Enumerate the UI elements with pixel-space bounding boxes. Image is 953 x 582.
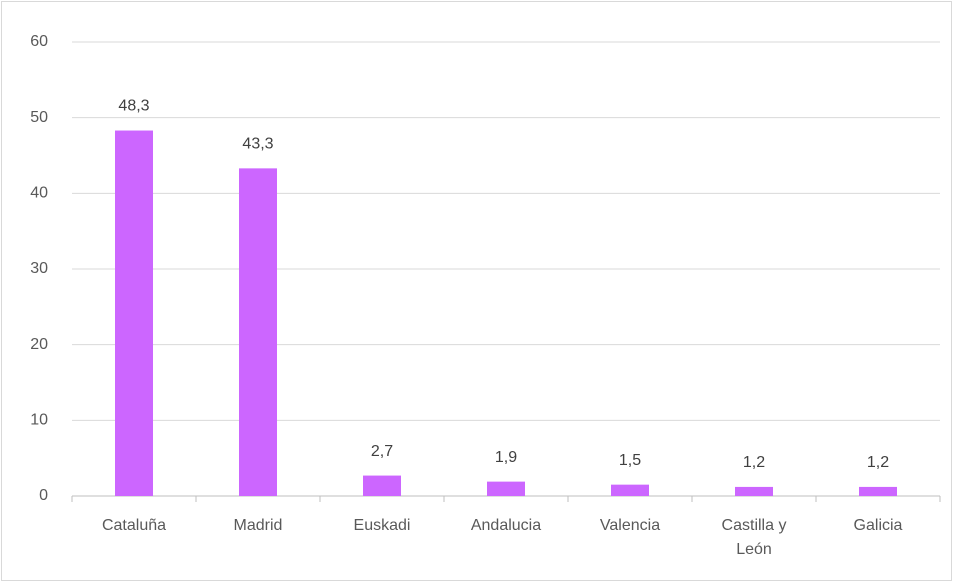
x-tick-label: Cataluña: [101, 517, 167, 534]
data-label: 1,9: [495, 449, 517, 466]
y-tick-label: 40: [30, 185, 48, 202]
data-label: 1,5: [619, 452, 641, 469]
y-tick-label: 10: [30, 412, 48, 429]
data-label: 2,7: [371, 443, 393, 460]
bar: [859, 486, 897, 496]
data-label: 43,3: [242, 136, 273, 153]
bar: [487, 481, 525, 496]
y-tick-label: 20: [30, 336, 48, 353]
x-tick-label: Madrid: [233, 517, 283, 534]
bar: [115, 130, 153, 496]
y-tick-label: 60: [30, 33, 48, 50]
bar: [735, 486, 773, 496]
y-tick-label: 0: [39, 487, 48, 504]
bar: [611, 484, 649, 496]
bar: [363, 475, 401, 496]
data-label: 1,2: [867, 454, 889, 471]
x-tick-label: Andalucia: [470, 517, 542, 534]
x-tick-label: Euskadi: [353, 517, 411, 534]
data-label: 48,3: [118, 98, 149, 115]
bar: [239, 168, 277, 496]
y-tick-label: 30: [30, 260, 48, 277]
data-label: 1,2: [743, 454, 765, 471]
x-tick-label: Galicia: [853, 517, 903, 534]
y-tick-label: 50: [30, 109, 48, 126]
x-tick-label: Castilla y León: [721, 517, 787, 558]
x-tick-label: Valencia: [599, 517, 661, 534]
